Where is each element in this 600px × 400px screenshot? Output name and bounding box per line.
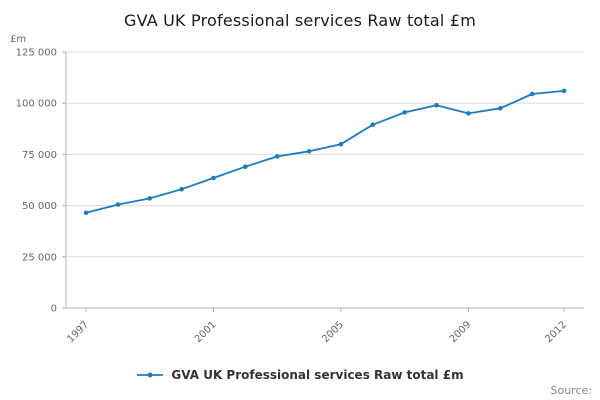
svg-text:2012: 2012 bbox=[543, 319, 569, 345]
svg-text:50 000: 50 000 bbox=[22, 201, 57, 212]
svg-text:2001: 2001 bbox=[193, 319, 219, 345]
svg-text:£m: £m bbox=[10, 34, 26, 45]
chart-title: GVA UK Professional services Raw total £… bbox=[124, 11, 476, 30]
source-label: Source: bbox=[550, 384, 593, 397]
svg-text:2005: 2005 bbox=[320, 319, 346, 345]
legend-label: GVA UK Professional services Raw total £… bbox=[171, 368, 464, 382]
svg-text:1997: 1997 bbox=[65, 319, 91, 345]
svg-text:100 000: 100 000 bbox=[16, 99, 57, 110]
line-chart: 0 25 000 50 000 75 000 100 000 125 000 £m 1997 2… bbox=[10, 34, 584, 345]
svg-text:2009: 2009 bbox=[448, 319, 474, 345]
svg-text:25 000: 25 000 bbox=[22, 252, 57, 263]
svg-text:0: 0 bbox=[51, 304, 57, 315]
legend-line-marker-icon bbox=[137, 372, 164, 378]
legend: GVA UK Professional services Raw total £… bbox=[0, 368, 600, 382]
svg-text:125 000: 125 000 bbox=[16, 48, 57, 59]
svg-text:75 000: 75 000 bbox=[22, 150, 57, 161]
